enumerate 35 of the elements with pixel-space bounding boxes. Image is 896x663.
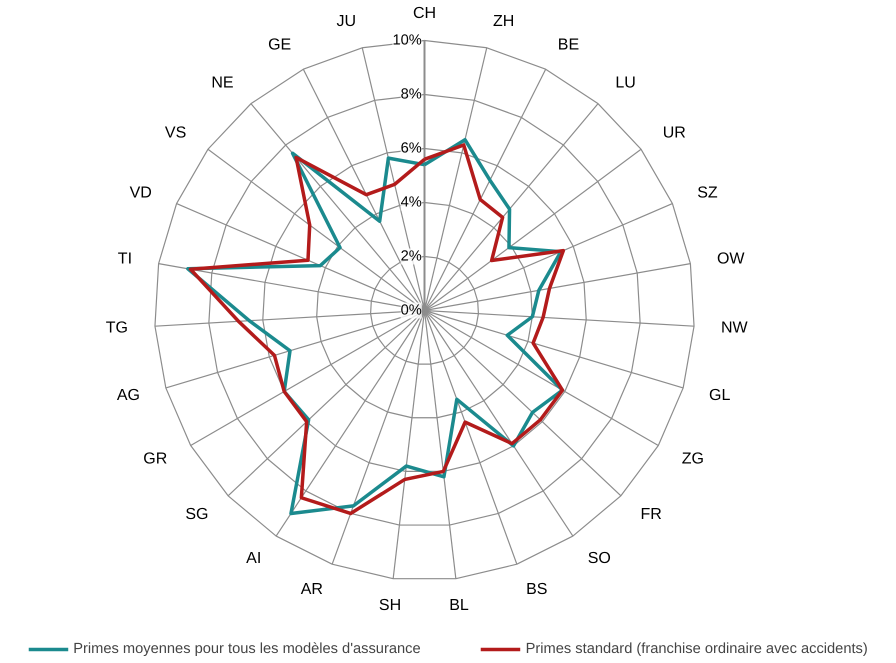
spoke-label: NE	[211, 74, 234, 92]
y-tick-label: 10%	[392, 32, 422, 48]
spoke-label: CH	[412, 5, 436, 22]
spoke-label: SG	[185, 506, 208, 523]
spoke-label: ZH	[492, 13, 514, 30]
y-tick-label: 6%	[400, 140, 422, 156]
spoke-label: VS	[164, 124, 186, 142]
spoke-label: LU	[615, 74, 636, 92]
spoke-label: ZG	[682, 450, 704, 468]
spoke-label: NW	[720, 319, 749, 336]
spoke-label: GL	[709, 387, 730, 404]
spoke-label: VD	[130, 184, 152, 202]
spoke-label: BL	[449, 596, 469, 614]
y-tick-label: 0%	[400, 302, 422, 318]
y-tick-label: 8%	[400, 86, 422, 102]
spoke-label: BE	[558, 36, 580, 54]
spoke-label: TI	[118, 250, 132, 268]
legend-label: Primes moyennes pour tous les modèles d'assurance	[73, 641, 421, 657]
legend-label: Primes standard (franchise ordinaire avec accidents)	[526, 641, 868, 657]
spoke-label: JU	[336, 13, 356, 30]
spoke-label: OW	[716, 250, 746, 268]
spoke-label: GE	[268, 36, 292, 54]
spoke-label: GR	[143, 450, 168, 468]
spoke-label: AR	[300, 581, 323, 598]
spoke-label: FR	[640, 506, 662, 523]
spoke-label: UR	[662, 124, 686, 142]
y-tick-label: 2%	[400, 248, 422, 264]
spoke-label: SZ	[697, 184, 718, 202]
spoke-label: SO	[588, 550, 611, 568]
spoke-label: TG	[106, 319, 128, 336]
spoke-label: SH	[378, 596, 402, 614]
spoke-label: AG	[116, 387, 140, 404]
spoke-label: BS	[526, 581, 548, 598]
y-tick-label: 4%	[400, 194, 422, 210]
spoke-label: AI	[246, 550, 262, 568]
